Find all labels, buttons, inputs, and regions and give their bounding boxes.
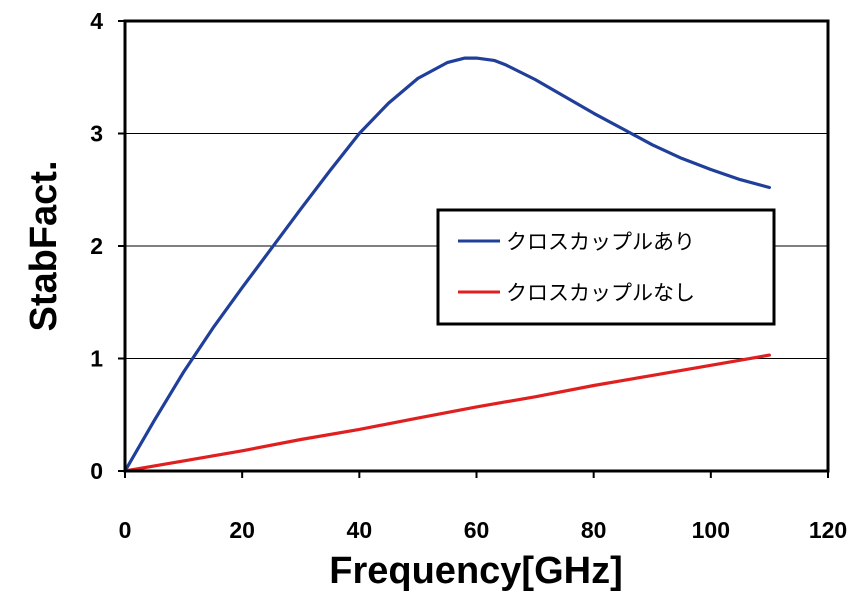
- x-tick-label-20: 20: [229, 517, 255, 543]
- y-tick-label-4: 4: [90, 8, 103, 34]
- axis-ticks: [118, 20, 829, 478]
- legend-box: [436, 208, 776, 326]
- y-tick-label-2: 2: [90, 233, 103, 259]
- x-tick-label-40: 40: [347, 517, 373, 543]
- y-axis-title: StabFact.: [23, 160, 65, 331]
- legend-label-with-cross-couple: クロスカップルあり: [506, 230, 695, 254]
- y-tick-label-0: 0: [90, 458, 103, 484]
- series-line-with-cross-couple: [123, 56, 772, 473]
- series-line-without-cross-couple: [123, 353, 772, 473]
- x-tick-label-60: 60: [464, 517, 490, 543]
- legend: クロスカップルあり クロスカップルなし: [436, 208, 776, 326]
- x-tick-label-80: 80: [581, 517, 607, 543]
- y-tick-label-3: 3: [90, 121, 103, 147]
- y-tick-label-1: 1: [90, 346, 103, 372]
- x-tick-label-120: 120: [809, 517, 847, 543]
- legend-label-without-cross-couple: クロスカップルなし: [506, 281, 695, 305]
- x-tick-label-0: 0: [119, 517, 132, 543]
- series-lines: [123, 56, 772, 473]
- x-axis-title: Frequency[GHz]: [329, 550, 622, 591]
- x-tick-label-100: 100: [692, 517, 730, 543]
